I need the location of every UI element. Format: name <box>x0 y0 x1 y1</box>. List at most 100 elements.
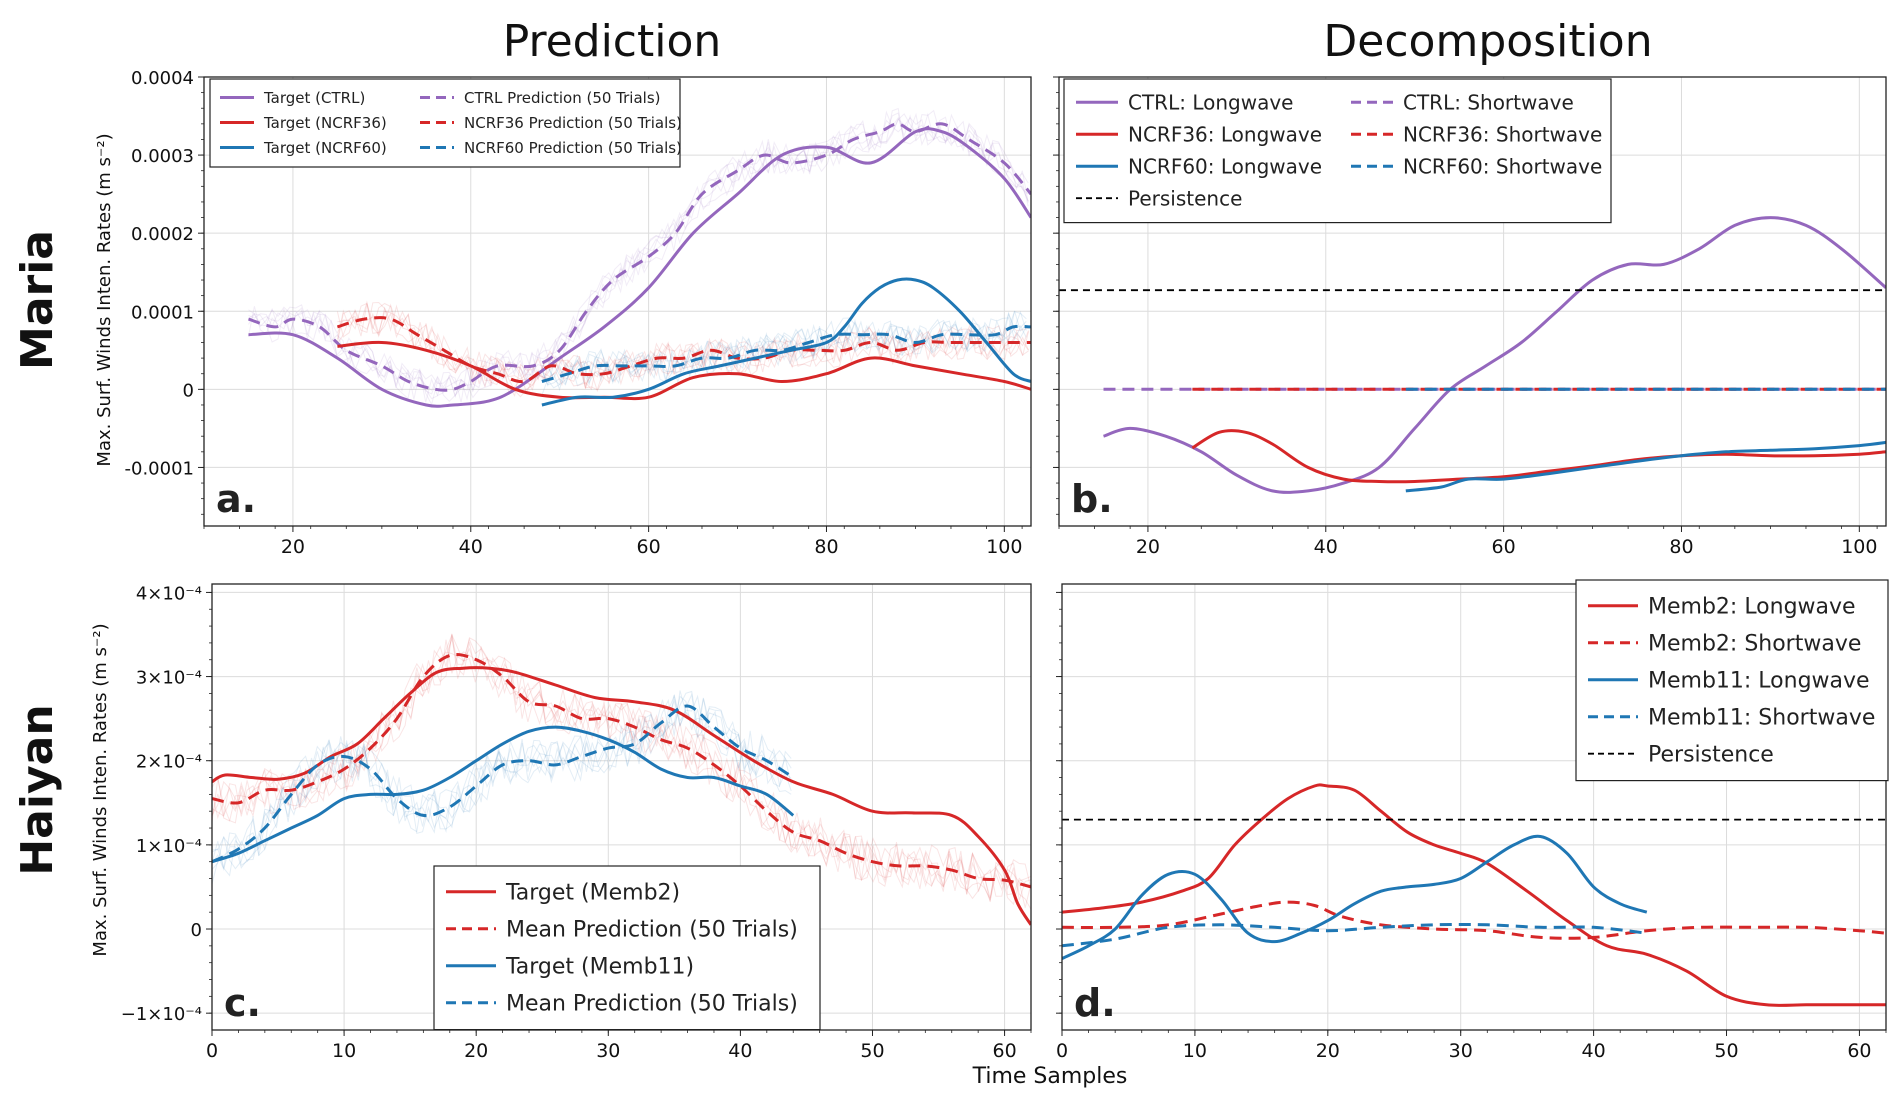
y-tick-label: 0.0003 <box>131 146 194 167</box>
legend-label: NCRF60: Shortwave <box>1403 154 1602 178</box>
y-tick-label: 1×10⁻⁴ <box>136 836 202 857</box>
series-line-ncrf60-longwave <box>1405 440 1886 493</box>
y-axis-label-top: Max. Surf. Winds Inten. Rates (m s⁻²) <box>94 133 115 466</box>
y-tick-label: 3×10⁻⁴ <box>136 668 202 689</box>
legend: Target (CTRL) Target (NCRF36) Target (NCRF… <box>209 78 682 168</box>
legend-label: Mean Prediction (50 Trials) <box>506 992 798 1017</box>
x-tick-label: 80 <box>1669 536 1693 558</box>
legend-label: NCRF36: Longwave <box>1128 122 1322 146</box>
legend-label: CTRL: Shortwave <box>1403 90 1574 114</box>
plot-frame <box>1058 76 1887 527</box>
plot-frame <box>1061 583 1887 1031</box>
panel-d: 0 10 20 30 40 50 60 d. Memb2: Longwave Memb2: Sho… <box>1056 579 1889 1062</box>
x-tick-label: 40 <box>459 536 483 558</box>
y-tick-label: 4×10⁻⁴ <box>136 583 202 604</box>
trial-line <box>248 112 1029 400</box>
trial-line <box>248 113 1029 403</box>
trial-line <box>212 634 1031 898</box>
legend-label: Persistence <box>1648 743 1774 768</box>
series-line-ncrf60-prediction-50-trials <box>541 324 1031 383</box>
x-tick-label: 30 <box>596 1040 620 1062</box>
x-tick-label: 0 <box>206 1040 218 1062</box>
x-tick-label: 20 <box>464 1040 488 1062</box>
legend: CTRL: Longwave NCRF36: Longwave NCRF60: Lo… <box>1063 78 1612 224</box>
trial-line <box>212 698 792 885</box>
trial-line <box>212 649 1031 896</box>
series-line-target-ctrl <box>248 127 1031 408</box>
series-line-mean-prediction-50-trials <box>212 704 795 864</box>
series-line-target-ncrf60 <box>541 277 1031 407</box>
legend-label: Mean Prediction (50 Trials) <box>506 918 798 943</box>
x-tick-label: 40 <box>728 1040 752 1062</box>
panel-label: b. <box>1071 477 1113 521</box>
trial-line <box>248 112 1029 400</box>
x-tick-label: 100 <box>986 536 1022 558</box>
y-tick-label: 0.0002 <box>131 224 194 245</box>
panel-a: 20 40 60 80 100 -0.0001 0 0.0001 0.0002 0.0003 0.0… <box>125 68 1032 558</box>
row-label-maria: Maria <box>12 230 63 370</box>
x-tick-label: 60 <box>1492 536 1516 558</box>
x-tick-label: 100 <box>1841 536 1877 558</box>
legend-label: Target (Memb11) <box>505 955 694 980</box>
legend-frame <box>1063 78 1612 224</box>
trial-line <box>541 311 1027 386</box>
panel-c: 0 10 20 30 40 50 60−1×10⁻⁴01×10⁻⁴2×10⁻⁴3×10⁻⁴4… <box>121 583 1032 1062</box>
trial-line <box>212 639 1031 906</box>
legend-label: Target (Memb2) <box>505 881 680 906</box>
legend-label: NCRF36 Prediction (50 Trials) <box>464 114 682 132</box>
y-tick-label: -0.0001 <box>125 458 194 479</box>
x-tick-label: 40 <box>1582 1040 1606 1062</box>
legend-label: Memb2: Longwave <box>1648 595 1856 620</box>
legend: Target (Memb2) Mean Prediction (50 Trials… <box>433 865 821 1031</box>
x-tick-label: 40 <box>1314 536 1338 558</box>
series-line-ncrf36-prediction-50-trials <box>336 316 1031 384</box>
trial-line <box>248 107 1029 398</box>
trial-line <box>541 316 1027 386</box>
legend-label: CTRL Prediction (50 Trials) <box>464 89 661 107</box>
legend-label: Target (NCRF36) <box>263 114 387 132</box>
panel-label: c. <box>224 981 261 1025</box>
y-tick-label: 0 <box>183 380 194 401</box>
y-tick-label: 2×10⁻⁴ <box>136 752 202 773</box>
row-label-haiyan: Haiyan <box>12 704 63 875</box>
trial-line <box>248 112 1029 403</box>
column-title-decomposition: Decomposition <box>1323 16 1652 67</box>
legend-label: NCRF60 Prediction (50 Trials) <box>464 139 682 157</box>
trial-line <box>212 692 792 877</box>
x-tick-label: 20 <box>281 536 305 558</box>
legend-label: CTRL: Longwave <box>1128 90 1293 114</box>
legend-label: Memb11: Longwave <box>1648 669 1870 694</box>
legend-label: NCRF60: Longwave <box>1128 154 1322 178</box>
trial-line <box>212 695 792 871</box>
x-tick-label: 60 <box>1847 1040 1871 1062</box>
column-title-prediction: Prediction <box>503 16 722 67</box>
legend-frame <box>433 865 821 1031</box>
series-line-ctrl-longwave <box>1103 216 1886 494</box>
y-tick-label: 0.0001 <box>131 302 194 323</box>
panel-label: a. <box>216 477 256 521</box>
legend-label: Target (NCRF60) <box>263 139 387 157</box>
panel-b: 20 40 60 80 100 b. CTRL: Longwave NCRF36: Longw… <box>1053 76 1887 558</box>
trial-line <box>212 636 1031 910</box>
trial-line <box>212 694 792 871</box>
x-tick-label: 20 <box>1136 536 1160 558</box>
panel-label: d. <box>1074 981 1116 1025</box>
plot-frame <box>203 76 1032 527</box>
series-line-memb11-shortwave <box>1062 923 1647 948</box>
trial-line <box>248 110 1029 406</box>
series-line-mean-prediction-50-trials <box>212 652 1031 889</box>
x-tick-label: 0 <box>1056 1040 1068 1062</box>
x-axis-label: Time Samples <box>972 1064 1128 1089</box>
trial-line <box>212 633 1031 908</box>
y-tick-label: 0.0004 <box>131 68 194 89</box>
legend-label: Memb2: Shortwave <box>1648 632 1861 657</box>
x-tick-label: 20 <box>1316 1040 1340 1062</box>
series-line-target-memb2 <box>212 666 1031 926</box>
x-tick-label: 60 <box>992 1040 1016 1062</box>
x-tick-label: 50 <box>1714 1040 1738 1062</box>
series-line-memb11-longwave <box>1062 834 1648 960</box>
trial-line <box>212 690 792 869</box>
x-tick-label: 30 <box>1449 1040 1473 1062</box>
legend-label: Memb11: Shortwave <box>1648 706 1875 731</box>
